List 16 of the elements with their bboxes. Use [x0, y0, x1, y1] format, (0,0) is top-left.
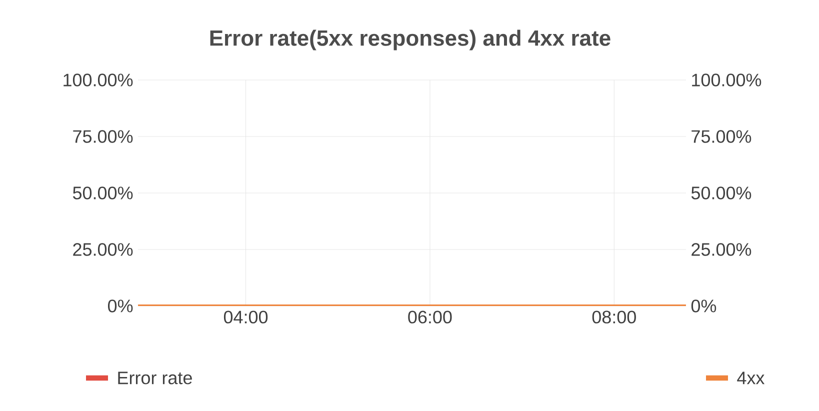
y2-tick-label: 100.00%	[692, 74, 762, 86]
legend-label: Error rate	[118, 372, 192, 384]
y-tick-label: 25.00%	[73, 243, 133, 256]
y2-tick-label: 50.00%	[691, 186, 752, 200]
y2-tick-label: 0%	[691, 300, 716, 312]
y2-tick-label: 75.00%	[692, 130, 752, 143]
x-tick-label: 06:00	[408, 310, 452, 324]
y-tick-label: 50.00%	[72, 186, 133, 200]
x-tick-label: 04:00	[224, 310, 268, 324]
y-tick-label: 100.00%	[64, 74, 133, 86]
y2-tick-label: 25.00%	[692, 243, 752, 256]
chart-title: Error rate(5xx responses) and 4xx rate	[210, 30, 610, 50]
x-tick-label: 08:00	[592, 310, 636, 324]
legend-label: 4xx	[737, 372, 765, 384]
y-tick-label: 0%	[108, 300, 133, 312]
y-tick-label: 75.00%	[73, 130, 133, 143]
